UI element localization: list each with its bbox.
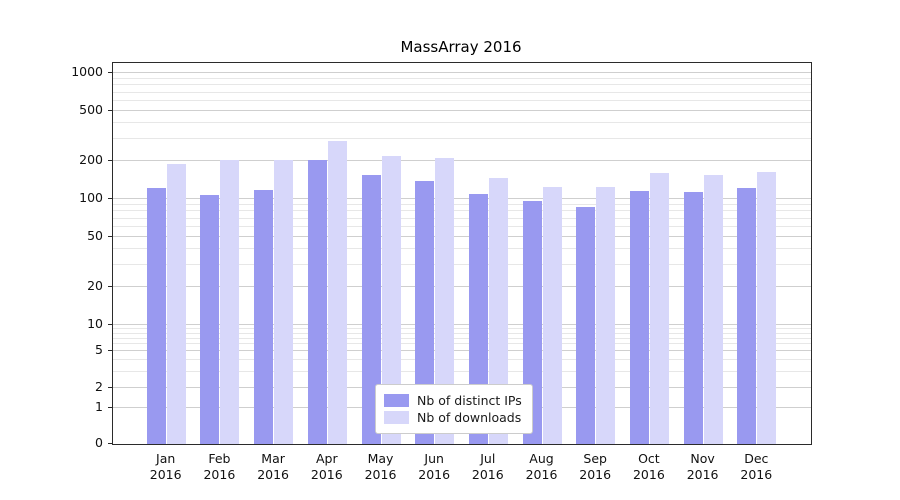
y-tick-mark — [108, 110, 112, 111]
x-tick-label: Sep 2016 — [579, 451, 612, 482]
legend-label-downloads: Nb of downloads — [417, 410, 522, 425]
minor-gridline — [113, 248, 811, 250]
bar-downloads — [381, 155, 401, 444]
x-tick-label: May 2016 — [364, 451, 397, 482]
bar-downloads — [327, 140, 347, 444]
y-tick-mark — [108, 443, 112, 444]
y-tick-mark — [108, 387, 112, 388]
major-gridline — [113, 236, 811, 238]
y-tick-label: 100 — [79, 190, 103, 205]
x-tick-label: Jan 2016 — [149, 451, 182, 482]
minor-gridline — [113, 77, 811, 79]
x-tick-label: Oct 2016 — [632, 451, 665, 482]
y-tick-mark — [108, 324, 112, 326]
bar-downloads — [488, 177, 508, 444]
y-tick-label: 20 — [87, 278, 103, 293]
x-tick-label: Jul 2016 — [471, 451, 504, 482]
plot-area: Nb of distinct IPs Nb of downloads — [112, 62, 812, 445]
y-tick-mark — [108, 407, 112, 408]
bar-downloads — [542, 187, 562, 444]
legend-entry-distinct-ips: Nb of distinct IPs — [384, 393, 522, 408]
y-tick-label: 2 — [95, 379, 103, 394]
legend: Nb of distinct IPs Nb of downloads — [375, 384, 533, 434]
minor-gridline — [113, 343, 811, 345]
y-tick-label: 5 — [95, 342, 103, 357]
bar-downloads — [220, 159, 240, 444]
minor-gridline — [113, 203, 811, 205]
major-gridline — [113, 159, 811, 161]
x-tick-label: Apr 2016 — [310, 451, 343, 482]
y-tick-label: 1 — [95, 399, 103, 414]
bar-downloads — [703, 174, 723, 444]
major-gridline — [113, 110, 811, 111]
major-gridline — [113, 71, 811, 73]
y-tick-label: 50 — [87, 228, 103, 244]
bar-downloads — [596, 187, 616, 444]
bar-distinct-ips — [468, 193, 488, 444]
minor-gridline — [113, 137, 811, 139]
major-gridline — [113, 350, 811, 351]
x-tick-label: Aug 2016 — [525, 451, 558, 482]
minor-gridline — [113, 100, 811, 101]
minor-gridline — [113, 263, 811, 265]
y-tick-mark — [108, 71, 112, 73]
bar-distinct-ips — [737, 188, 757, 444]
minor-gridline — [113, 359, 811, 360]
bar-distinct-ips — [254, 189, 274, 444]
bar-downloads — [435, 157, 455, 444]
minor-gridline — [113, 91, 811, 93]
minor-gridline — [113, 332, 811, 334]
minor-gridline — [113, 337, 811, 339]
bar-distinct-ips — [629, 190, 649, 444]
chart-title: MassArray 2016 — [400, 38, 522, 56]
legend-label-distinct-ips: Nb of distinct IPs — [417, 393, 522, 408]
minor-gridline — [113, 226, 811, 228]
y-tick-mark — [108, 159, 112, 161]
x-tick-label: Feb 2016 — [203, 451, 236, 482]
bar-downloads — [757, 171, 777, 444]
x-tick-label: Nov 2016 — [686, 451, 719, 482]
y-tick-mark — [108, 286, 112, 287]
x-tick-label: Dec 2016 — [740, 451, 773, 482]
legend-swatch-distinct-ips — [384, 394, 409, 407]
minor-gridline — [113, 328, 811, 330]
y-tick-label: 500 — [79, 102, 103, 117]
major-gridline — [113, 198, 811, 199]
y-tick-label: 200 — [79, 151, 103, 167]
bar-distinct-ips — [200, 194, 220, 444]
x-tick-label: Mar 2016 — [257, 451, 289, 482]
bar-distinct-ips — [683, 191, 703, 444]
bar-downloads — [274, 159, 294, 444]
bar-downloads — [649, 173, 669, 444]
minor-gridline — [113, 84, 811, 86]
bar-distinct-ips — [307, 159, 327, 444]
bar-distinct-ips — [415, 180, 435, 444]
bar-distinct-ips — [522, 200, 542, 444]
major-gridline — [113, 324, 811, 326]
y-tick-label: 1000 — [71, 63, 103, 79]
bar-distinct-ips — [361, 174, 381, 444]
y-tick-label: 0 — [95, 435, 103, 450]
x-tick-label: Jun 2016 — [418, 451, 451, 482]
y-tick-label: 10 — [87, 316, 103, 332]
bar-distinct-ips — [146, 188, 166, 444]
minor-gridline — [113, 122, 811, 124]
legend-entry-downloads: Nb of downloads — [384, 410, 522, 425]
legend-swatch-downloads — [384, 411, 409, 424]
minor-gridline — [113, 217, 811, 219]
y-tick-mark — [108, 198, 112, 199]
bar-distinct-ips — [576, 206, 596, 444]
minor-gridline — [113, 210, 811, 212]
minor-gridline — [113, 370, 811, 372]
major-gridline — [113, 286, 811, 287]
bar-downloads — [166, 163, 186, 444]
y-tick-mark — [108, 350, 112, 351]
y-tick-mark — [108, 236, 112, 238]
